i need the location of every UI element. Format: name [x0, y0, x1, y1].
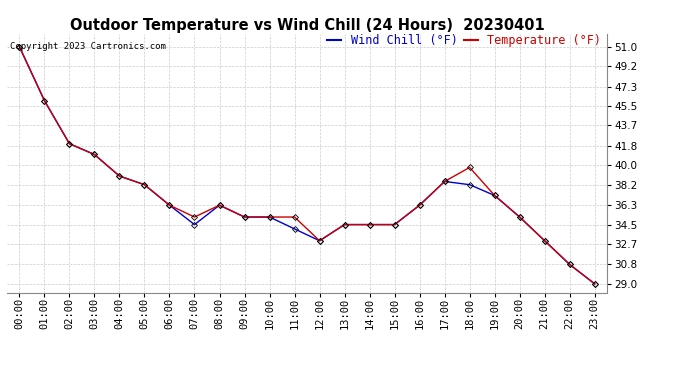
Text: Copyright 2023 Cartronics.com: Copyright 2023 Cartronics.com	[10, 42, 166, 51]
Legend: Wind Chill (°F), Temperature (°F): Wind Chill (°F), Temperature (°F)	[327, 34, 601, 48]
Title: Outdoor Temperature vs Wind Chill (24 Hours)  20230401: Outdoor Temperature vs Wind Chill (24 Ho…	[70, 18, 544, 33]
